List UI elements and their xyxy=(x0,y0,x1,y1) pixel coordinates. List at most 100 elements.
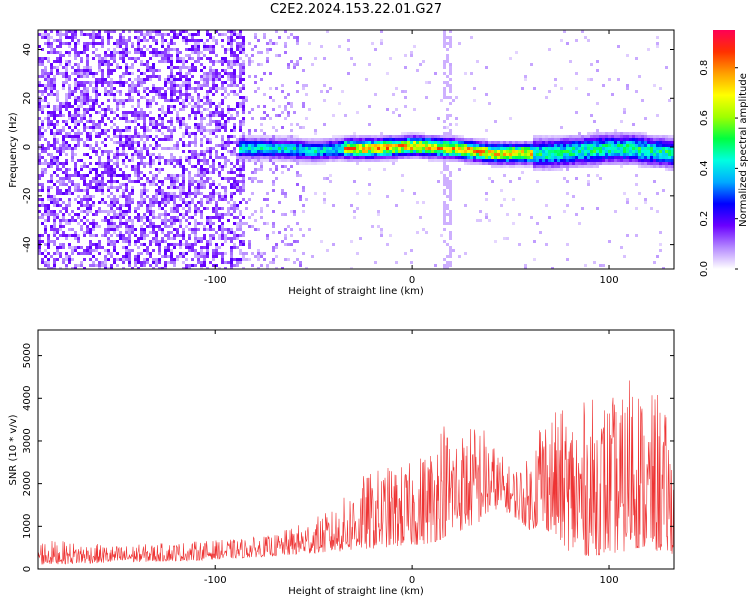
heatmap-cell xyxy=(365,78,368,81)
heatmap-cell xyxy=(83,249,86,252)
heatmap-cell xyxy=(638,192,641,195)
heatmap-cell xyxy=(329,87,332,90)
heatmap-cell xyxy=(107,240,110,243)
heatmap-cell xyxy=(539,150,542,153)
heatmap-cell xyxy=(338,138,341,141)
heatmap-cell xyxy=(38,105,41,108)
heatmap-cell xyxy=(143,243,146,246)
heatmap-cell xyxy=(230,129,233,132)
heatmap-cell xyxy=(575,111,578,114)
heatmap-cell xyxy=(77,69,80,72)
heatmap-cell xyxy=(74,126,77,129)
heatmap-cell xyxy=(239,120,242,123)
heatmap-cell xyxy=(65,69,68,72)
heatmap-cell xyxy=(503,156,506,159)
heatmap-cell xyxy=(284,30,287,33)
heatmap-cell xyxy=(284,141,287,144)
heatmap-cell xyxy=(92,213,95,216)
heatmap-cell xyxy=(74,123,77,126)
heatmap-cell xyxy=(533,168,536,171)
heatmap-cell xyxy=(434,135,437,138)
heatmap-cell xyxy=(272,183,275,186)
heatmap-cell xyxy=(92,228,95,231)
heatmap-cell xyxy=(326,30,329,33)
heatmap-cell xyxy=(575,138,578,141)
heatmap-cell xyxy=(194,126,197,129)
heatmap-cell xyxy=(518,213,521,216)
heatmap-cell xyxy=(188,126,191,129)
heatmap-cell xyxy=(386,159,389,162)
heatmap-cell xyxy=(275,168,278,171)
heatmap-cell xyxy=(368,153,371,156)
heatmap-cell xyxy=(389,150,392,153)
heatmap-cell xyxy=(170,210,173,213)
heatmap-cell xyxy=(440,150,443,153)
heatmap-cell xyxy=(284,96,287,99)
heatmap-cell xyxy=(275,177,278,180)
heatmap-cell xyxy=(365,147,368,150)
heatmap-cell xyxy=(638,153,641,156)
heatmap-cell xyxy=(236,159,239,162)
heatmap-cell xyxy=(368,159,371,162)
heatmap-cell xyxy=(275,42,278,45)
heatmap-cell xyxy=(560,144,563,147)
heatmap-cell xyxy=(470,150,473,153)
heatmap-cell xyxy=(548,48,551,51)
heatmap-cell xyxy=(290,138,293,141)
heatmap-cell xyxy=(542,162,545,165)
heatmap-cell xyxy=(239,135,242,138)
heatmap-cell xyxy=(53,147,56,150)
heatmap-cell xyxy=(101,141,104,144)
heatmap-cell xyxy=(113,156,116,159)
heatmap-cell xyxy=(56,39,59,42)
heatmap-cell xyxy=(74,114,77,117)
heatmap-cell xyxy=(536,156,539,159)
heatmap-cell xyxy=(185,48,188,51)
heatmap-cell xyxy=(128,210,131,213)
heatmap-cell xyxy=(362,153,365,156)
heatmap-cell xyxy=(200,150,203,153)
heatmap-cell xyxy=(224,90,227,93)
heatmap-cell xyxy=(521,150,524,153)
heatmap-cell xyxy=(104,201,107,204)
heatmap-cell xyxy=(245,141,248,144)
heatmap-cell xyxy=(245,207,248,210)
heatmap-cell xyxy=(266,60,269,63)
heatmap-cell xyxy=(122,99,125,102)
heatmap-cell xyxy=(467,156,470,159)
heatmap-cell xyxy=(299,159,302,162)
heatmap-cell xyxy=(308,138,311,141)
heatmap-cell xyxy=(302,144,305,147)
heatmap-cell xyxy=(59,150,62,153)
heatmap-cell xyxy=(209,45,212,48)
heatmap-cell xyxy=(74,78,77,81)
heatmap-cell xyxy=(224,123,227,126)
heatmap-cell xyxy=(227,180,230,183)
heatmap-cell xyxy=(311,138,314,141)
heatmap-cell xyxy=(53,195,56,198)
heatmap-cell xyxy=(98,240,101,243)
heatmap-cell xyxy=(449,219,452,222)
heatmap-cell xyxy=(179,69,182,72)
heatmap-cell xyxy=(173,180,176,183)
heatmap-cell xyxy=(137,207,140,210)
heatmap-cell xyxy=(149,240,152,243)
heatmap-cell xyxy=(296,141,299,144)
heatmap-cell xyxy=(56,57,59,60)
heatmap-cell xyxy=(263,258,266,261)
heatmap-cell xyxy=(221,108,224,111)
heatmap-cell xyxy=(266,51,269,54)
heatmap-cell xyxy=(119,33,122,36)
heatmap-cell xyxy=(110,252,113,255)
heatmap-cell xyxy=(212,72,215,75)
heatmap-cell xyxy=(110,267,113,269)
heatmap-cell xyxy=(182,108,185,111)
heatmap-cell xyxy=(224,126,227,129)
heatmap-cell xyxy=(122,111,125,114)
heatmap-cell xyxy=(470,162,473,165)
heatmap-cell xyxy=(62,192,65,195)
heatmap-cell xyxy=(290,129,293,132)
heatmap-cell xyxy=(197,222,200,225)
heatmap-cell xyxy=(551,159,554,162)
heatmap-cell xyxy=(380,228,383,231)
